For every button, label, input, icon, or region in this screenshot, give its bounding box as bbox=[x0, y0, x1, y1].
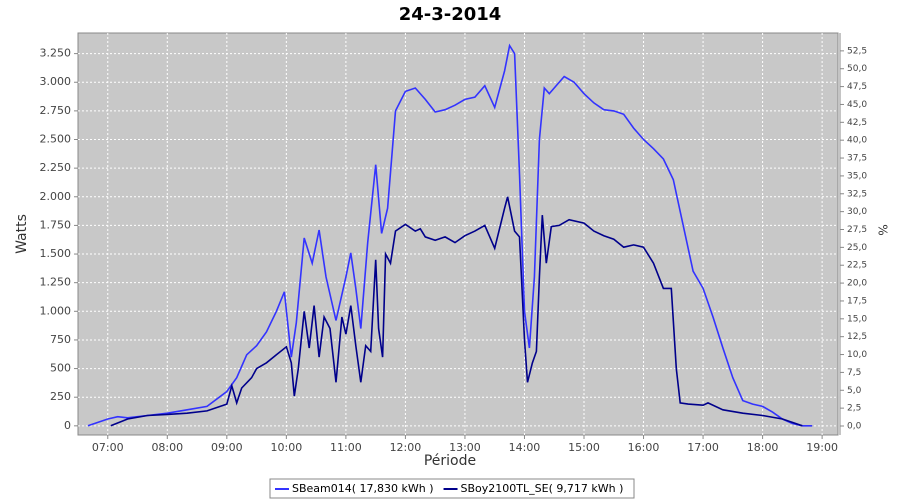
x-tick-label: 15:00 bbox=[568, 441, 600, 454]
y2-tick-label: 32,5 bbox=[847, 189, 867, 199]
legend-label: SBoy2100TL_SE( 9,717 kWh ) bbox=[461, 482, 624, 495]
y2-tick-label: 0,0 bbox=[847, 421, 862, 431]
y2-tick-label: 10,0 bbox=[847, 350, 867, 360]
x-tick-label: 12:00 bbox=[390, 441, 422, 454]
plot-area bbox=[77, 32, 839, 436]
y-tick-label: 1.000 bbox=[40, 304, 72, 317]
x-tick-label: 18:00 bbox=[747, 441, 779, 454]
y2-tick-label: 37,5 bbox=[847, 154, 867, 164]
y-tick-label: 500 bbox=[50, 362, 71, 375]
y2-tick-label: 40,0 bbox=[847, 136, 867, 146]
y-tick-label: 2.750 bbox=[40, 104, 72, 117]
y2-tick-label: 5,0 bbox=[847, 386, 862, 396]
y-tick-label: 0 bbox=[64, 419, 71, 432]
y2-axis-label: % bbox=[876, 224, 890, 235]
x-tick-label: 10:00 bbox=[271, 441, 303, 454]
series-line bbox=[87, 43, 813, 427]
y-tick-label: 1.500 bbox=[40, 247, 72, 260]
y2-tick-label: 17,5 bbox=[847, 296, 867, 306]
y2-tick-label: 42,5 bbox=[847, 118, 867, 128]
y-tick-label: 1.250 bbox=[40, 276, 72, 289]
y-tick-label: 2.250 bbox=[40, 161, 72, 174]
y2-tick-label: 50,0 bbox=[847, 64, 867, 74]
y2-tick-label: 47,5 bbox=[847, 82, 867, 92]
y2-tick-label: 22,5 bbox=[847, 261, 867, 271]
x-tick-label: 19:00 bbox=[806, 441, 838, 454]
y-tick-label: 3.000 bbox=[40, 75, 72, 88]
chart-title: 24-3-2014 bbox=[399, 4, 502, 25]
y2-tick-label: 52,5 bbox=[847, 46, 867, 56]
y-tick-label: 2.500 bbox=[40, 133, 72, 146]
x-tick-label: 08:00 bbox=[151, 441, 183, 454]
y2-tick-label: 7,5 bbox=[847, 368, 861, 378]
x-tick-label: 17:00 bbox=[687, 441, 719, 454]
y2-tick-label: 12,5 bbox=[847, 332, 867, 342]
y2-tick-label: 27,5 bbox=[847, 225, 867, 235]
y2-tick-label: 2,5 bbox=[847, 404, 861, 414]
y2-tick-label: 25,0 bbox=[847, 243, 867, 253]
y2-tick-label: 20,0 bbox=[847, 279, 867, 289]
y2-tick-label: 45,0 bbox=[847, 100, 867, 110]
x-tick-label: 09:00 bbox=[211, 441, 243, 454]
y2-tick-label: 15,0 bbox=[847, 314, 867, 324]
series-line bbox=[110, 196, 803, 427]
x-tick-label: 13:00 bbox=[449, 441, 481, 454]
y-tick-label: 250 bbox=[50, 390, 71, 403]
x-tick-label: 11:00 bbox=[330, 441, 362, 454]
x-tick-label: 07:00 bbox=[92, 441, 124, 454]
y2-tick-label: 35,0 bbox=[847, 171, 867, 181]
y-axis-label: Watts bbox=[14, 214, 30, 254]
y-tick-label: 3.250 bbox=[40, 47, 72, 60]
x-axis-label: Période bbox=[424, 453, 476, 469]
x-tick-label: 14:00 bbox=[509, 441, 541, 454]
legend-label: SBeam014( 17,830 kWh ) bbox=[292, 482, 434, 495]
x-tick-label: 16:00 bbox=[628, 441, 660, 454]
y-tick-label: 1.750 bbox=[40, 218, 72, 231]
y2-tick-label: 30,0 bbox=[847, 207, 867, 217]
y-tick-label: 2.000 bbox=[40, 190, 72, 203]
y-tick-label: 750 bbox=[50, 333, 71, 346]
